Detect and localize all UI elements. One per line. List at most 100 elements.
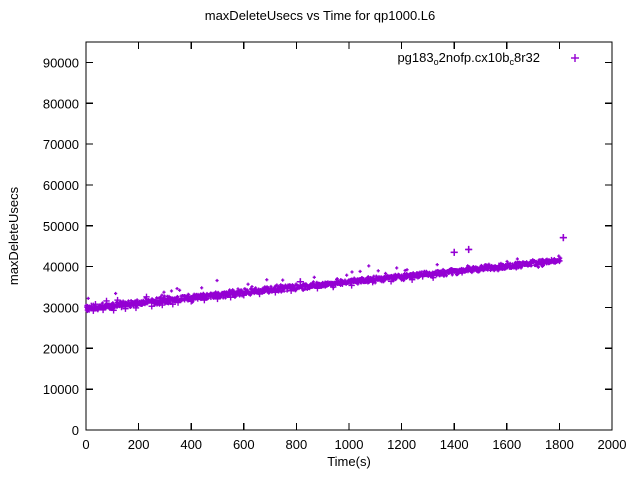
data-point-marker — [99, 306, 107, 314]
x-tick-label: 1600 — [492, 437, 521, 452]
data-point-marker — [402, 278, 406, 283]
y-tick-label: 80000 — [43, 96, 79, 111]
data-point-marker — [465, 245, 473, 254]
data-point-marker — [330, 283, 337, 291]
y-tick-label: 90000 — [43, 55, 79, 70]
data-point-marker — [127, 302, 134, 309]
data-point-marker — [559, 234, 567, 242]
data-point-marker — [187, 293, 191, 297]
data-point-marker — [516, 260, 524, 268]
x-axis-tick-labels: 0 200 400 600 800 1000 1200 1400 1600 1800 2000 — [82, 437, 626, 452]
data-point-marker — [345, 273, 349, 277]
data-point-marker — [514, 267, 518, 271]
data-point-marker — [153, 300, 161, 307]
legend-series-label: pg183o2nofp.cx10bc8r32 — [397, 50, 540, 67]
y-tick-label: 30000 — [43, 300, 79, 315]
data-point-marker — [194, 295, 201, 302]
y-axis-title: maxDeleteUsecs — [6, 186, 21, 285]
x-tick-label: 0 — [82, 437, 89, 452]
x-tick-label: 1200 — [387, 437, 416, 452]
data-point-marker — [339, 280, 346, 287]
data-point-marker — [178, 288, 182, 292]
data-point-marker — [110, 307, 117, 314]
data-point-marker — [92, 301, 99, 308]
x-tick-label: 200 — [128, 437, 150, 452]
legend-label-part: 2nofp.cx10b — [439, 50, 510, 65]
data-point-marker — [403, 268, 407, 273]
data-point-marker — [458, 269, 466, 276]
data-point-marker — [505, 259, 509, 264]
data-point-marker — [97, 303, 104, 310]
data-point-marker — [281, 278, 285, 282]
data-point-marker — [536, 265, 540, 269]
x-tick-label: 1000 — [335, 437, 364, 452]
data-point-marker — [254, 286, 258, 290]
data-point-marker — [306, 283, 313, 291]
data-point-marker — [537, 258, 545, 265]
data-point-marker — [164, 298, 171, 305]
data-point-marker — [322, 282, 329, 289]
data-point-marker — [138, 300, 145, 307]
data-point-marker — [246, 282, 250, 286]
legend-label-part: c — [509, 57, 514, 67]
data-point-marker — [103, 297, 110, 305]
data-series-points — [84, 234, 567, 314]
data-point-marker — [114, 296, 121, 304]
legend-label-part: 8r32 — [514, 50, 540, 65]
data-point-marker — [160, 293, 164, 297]
data-point-marker — [515, 257, 520, 261]
data-point-marker — [176, 295, 180, 299]
y-tick-label: 40000 — [43, 260, 79, 275]
legend-label-part: o — [434, 57, 439, 67]
x-axis-title: Time(s) — [327, 454, 371, 469]
data-point-marker — [492, 269, 496, 273]
chart-title: maxDeleteUsecs vs Time for qp1000.L6 — [204, 8, 436, 23]
data-point-marker — [527, 259, 534, 266]
data-point-marker — [248, 288, 255, 296]
data-point-marker — [287, 287, 295, 294]
data-point-marker — [148, 303, 155, 310]
data-point-marker — [88, 302, 95, 310]
data-point-marker — [90, 307, 97, 314]
data-point-marker — [548, 256, 555, 264]
axis-tick-marks — [85, 42, 613, 431]
data-point-marker — [118, 303, 125, 311]
data-point-marker — [162, 290, 166, 294]
data-point-marker — [395, 266, 399, 270]
data-point-marker — [207, 293, 215, 301]
legend-label-part: pg183 — [397, 50, 433, 65]
y-tick-label: 0 — [72, 423, 79, 438]
data-point-marker — [485, 264, 492, 271]
data-point-marker — [378, 276, 386, 284]
data-point-marker — [227, 294, 234, 301]
data-point-marker — [348, 282, 355, 289]
data-point-marker — [408, 276, 416, 283]
data-point-marker — [376, 269, 380, 273]
y-tick-label: 60000 — [43, 178, 79, 193]
data-point-marker — [506, 263, 513, 270]
data-point-marker — [557, 254, 561, 258]
data-point-marker — [474, 266, 482, 274]
x-tick-label: 2000 — [598, 437, 627, 452]
data-point-marker — [435, 263, 439, 267]
x-tick-label: 600 — [233, 437, 255, 452]
data-point-marker — [143, 293, 150, 301]
data-point-marker — [358, 269, 362, 274]
data-point-marker — [405, 271, 409, 276]
y-tick-label: 10000 — [43, 382, 79, 397]
data-point-marker — [314, 285, 321, 292]
data-point-marker — [265, 278, 269, 282]
data-point-marker — [275, 283, 279, 287]
data-point-marker — [387, 278, 395, 285]
data-point-marker — [296, 278, 304, 286]
data-point-marker — [169, 289, 174, 293]
data-point-marker — [220, 292, 228, 299]
data-point-marker — [240, 292, 247, 299]
x-tick-label: 1400 — [440, 437, 469, 452]
data-point-marker — [520, 264, 525, 268]
data-point-marker — [132, 304, 140, 312]
data-point-marker — [114, 291, 118, 296]
data-point-marker — [335, 277, 339, 281]
